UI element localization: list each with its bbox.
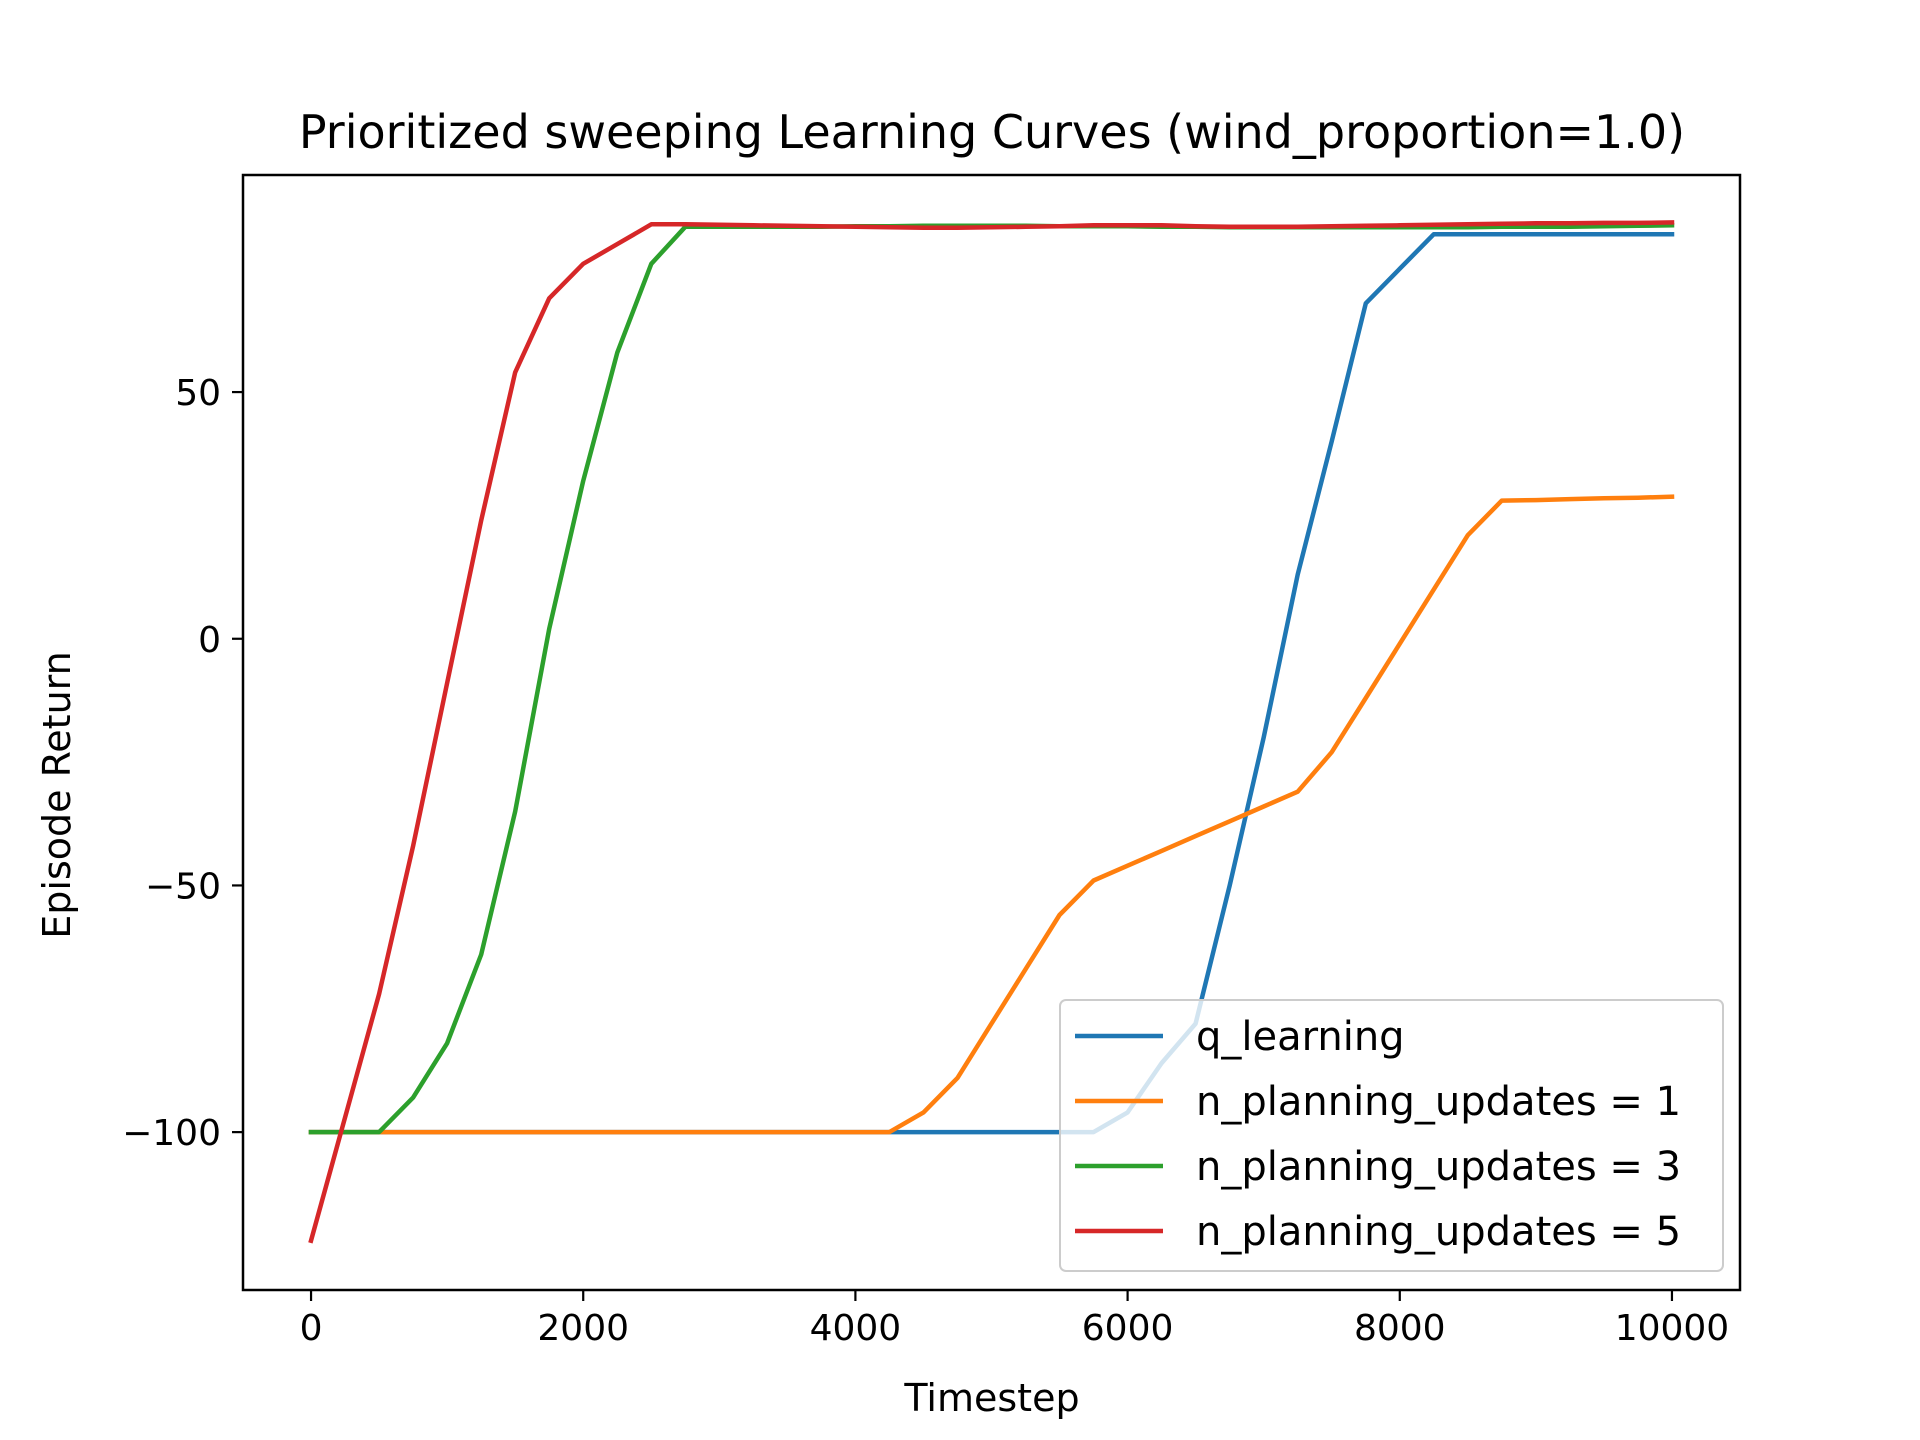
series-line-3 [308,220,1675,1244]
x-tick-label: 6000 [1082,1308,1174,1349]
series-line-1 [308,494,1675,1135]
x-tick-label: 0 [300,1308,323,1349]
legend: q_learning n_planning_updates = 1 n_planni… [1059,999,1724,1272]
series-line-2 [308,223,1675,1135]
legend-label: n_planning_updates = 5 [1196,1209,1681,1255]
legend-label: q_learning [1196,1014,1405,1060]
y-tick-label: −100 [122,1113,221,1154]
legend-box [1059,999,1724,1272]
series-lines [308,220,1675,1244]
chart-title: Prioritized sweeping Learning Curves (wi… [299,105,1685,159]
y-tick-label: 0 [198,620,221,661]
x-tick-label: 10000 [1615,1308,1730,1349]
tick-marks: 0 2000 4000 6000 8000 10000 50 0 −50 −100 [122,373,1729,1349]
y-tick-label: 50 [175,373,221,414]
plot-frame [241,173,1742,1292]
legend-label: n_planning_updates = 1 [1196,1079,1681,1125]
y-axis-label: Episode Return [35,651,79,938]
y-tick-label: −50 [145,866,221,907]
x-tick-label: 2000 [537,1308,629,1349]
x-tick-label: 4000 [810,1308,902,1349]
legend-label: n_planning_updates = 3 [1196,1144,1681,1190]
x-axis-label: Timestep [903,1376,1079,1420]
x-tick-label: 8000 [1354,1308,1446,1349]
